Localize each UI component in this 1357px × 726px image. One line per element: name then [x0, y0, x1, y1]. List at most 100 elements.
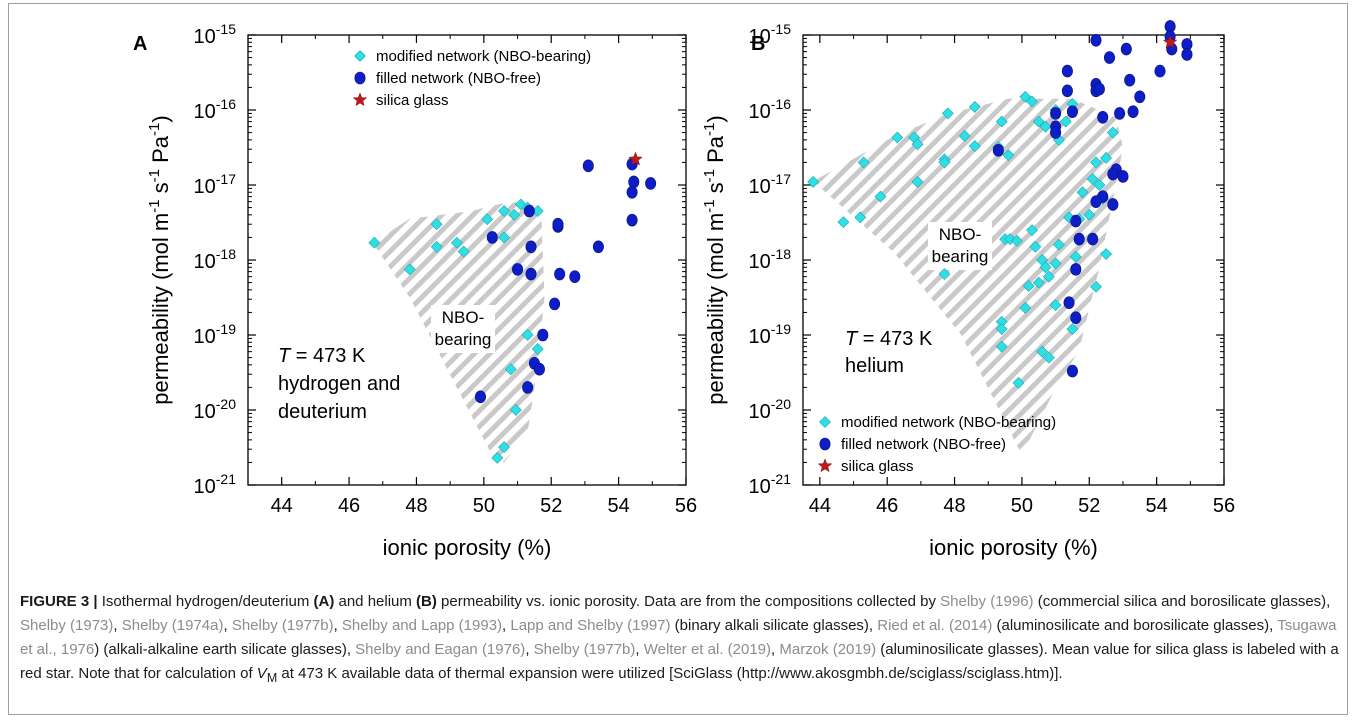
data-point — [1117, 170, 1129, 183]
region-label: bearing — [435, 330, 492, 349]
data-point — [1097, 110, 1109, 124]
data-point — [582, 159, 594, 173]
data-point — [1066, 364, 1078, 378]
region-label: NBO- — [442, 308, 485, 327]
data-point — [1093, 179, 1106, 191]
data-point — [1066, 105, 1078, 118]
figure-plots: NBO-bearing 44 46 48 50 52 54 56 10-21 10-20 10-19… — [133, 20, 1235, 560]
data-point — [995, 115, 1008, 128]
data-point — [1061, 64, 1073, 78]
y-tick-label: 10-20 — [749, 396, 792, 423]
data-point — [1026, 95, 1038, 108]
data-point — [531, 343, 544, 355]
data-point — [1090, 156, 1102, 169]
y-tick-label: 10-20 — [194, 396, 237, 423]
data-point — [1090, 195, 1102, 208]
legend-label: silica glass — [376, 92, 449, 109]
data-point — [521, 329, 534, 341]
caption-reference-link[interactable]: Tsugawa et al., 1976 — [20, 617, 1337, 658]
caption-reference-link[interactable]: Shelby (1996) — [940, 593, 1034, 610]
data-point — [1002, 149, 1015, 162]
data-point — [1026, 224, 1038, 237]
caption-reference-link[interactable]: Welter et al. (2019) — [643, 641, 772, 658]
x-tick-label: 52 — [540, 495, 562, 517]
x-tick-label: 48 — [405, 495, 427, 517]
data-point — [1127, 105, 1139, 118]
legend-label: modified network (NBO-bearing) — [376, 48, 591, 65]
data-point — [958, 130, 971, 142]
data-point — [1061, 84, 1073, 98]
data-point — [1039, 120, 1052, 133]
caption-reference-link[interactable]: Marzok (2019) — [779, 641, 877, 658]
region-label: NBO- — [939, 225, 982, 244]
data-point — [1019, 301, 1032, 314]
data-point — [968, 140, 981, 153]
data-point — [995, 323, 1008, 335]
y-axis-label: permeability (mol m-1 s-1 Pa-1) — [146, 115, 173, 404]
data-point — [911, 138, 924, 151]
data-point — [941, 107, 954, 120]
data-point — [1063, 296, 1075, 309]
data-point — [857, 156, 870, 169]
data-point — [1181, 48, 1193, 61]
data-point — [854, 211, 867, 224]
data-point — [1114, 107, 1126, 120]
y-tick-label: 10-18 — [194, 246, 237, 273]
legend-label: filled network (NBO-free) — [841, 436, 1006, 453]
caption-reference-link[interactable]: Shelby (1977b) — [533, 641, 636, 658]
data-point — [569, 270, 581, 283]
data-point — [1042, 351, 1055, 364]
data-point — [554, 267, 566, 281]
data-point — [430, 218, 443, 231]
data-point — [522, 381, 534, 394]
caption-reference-link[interactable]: Ried et al. (2014) — [877, 617, 993, 634]
y-tick-label: 10-19 — [194, 321, 237, 348]
condition-annotation: deuterium — [278, 401, 367, 423]
caption-reference-link[interactable]: Shelby and Eagan (1976) — [355, 641, 526, 658]
data-point — [1124, 73, 1136, 87]
caption-reference-link[interactable]: Shelby (1974a) — [121, 617, 224, 634]
y-tick-label: 10-21 — [749, 471, 792, 498]
data-point — [549, 297, 561, 311]
data-point — [1162, 34, 1178, 49]
data-point — [968, 100, 981, 113]
x-axis-label: ionic porosity (%) — [383, 535, 552, 560]
caption-reference-link[interactable]: Lapp and Shelby (1997) — [510, 617, 671, 634]
caption-reference-link[interactable]: Shelby (1977b) — [231, 617, 334, 634]
data-point — [1050, 107, 1062, 120]
caption-text: V — [256, 665, 267, 682]
data-point — [1049, 299, 1062, 312]
data-point — [1100, 151, 1113, 164]
x-tick-label: 50 — [1011, 495, 1033, 517]
data-point — [1087, 232, 1099, 246]
legend-marker — [354, 50, 366, 62]
data-point — [626, 213, 638, 227]
legend-marker — [352, 92, 368, 107]
y-tick-label: 10-17 — [194, 171, 237, 198]
caption-text: , — [635, 641, 644, 658]
condition-annotation: T = 473 K — [845, 328, 933, 350]
data-point — [938, 156, 951, 169]
data-point — [626, 185, 638, 199]
data-point — [1120, 42, 1132, 56]
data-point — [1036, 345, 1049, 358]
data-point — [450, 236, 463, 249]
y-tick-label: 10-18 — [749, 246, 792, 273]
caption-reference-link[interactable]: Shelby and Lapp (1993) — [341, 617, 503, 634]
data-point — [1154, 64, 1166, 78]
caption-reference-link[interactable]: Shelby (1973) — [20, 617, 114, 634]
data-point — [1029, 240, 1042, 253]
figure-caption: FIGURE 3 | Isothermal hydrogen/deuterium… — [20, 590, 1340, 690]
data-point — [1066, 323, 1079, 335]
x-tick-label: 48 — [943, 495, 965, 517]
data-point — [1103, 51, 1115, 64]
data-point — [498, 441, 510, 454]
data-point — [508, 208, 521, 221]
region-label-background — [431, 305, 495, 353]
data-point — [1050, 126, 1062, 139]
data-point — [512, 263, 524, 276]
caption-text: ) (alkali-alkaline earth silicate glasse… — [94, 641, 356, 658]
data-point — [911, 175, 924, 188]
nbo-bearing-region — [813, 98, 1123, 455]
x-tick-label: 44 — [271, 495, 293, 517]
